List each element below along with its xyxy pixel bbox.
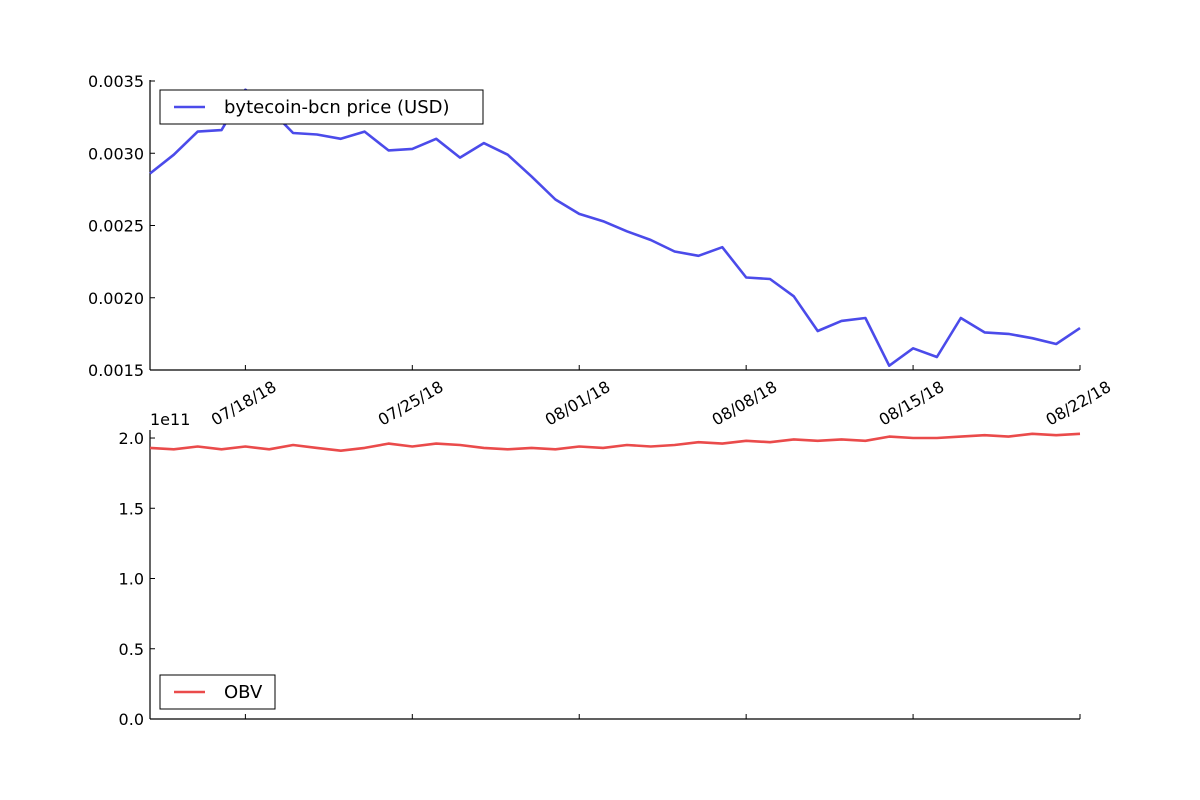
price-y-tick-label: 0.0020 [88, 289, 144, 308]
price-x-tick-label: 08/08/18 [709, 377, 781, 429]
obv-y-multiplier: 1e11 [150, 410, 190, 429]
obv-y-tick-label: 1.5 [119, 499, 144, 518]
price-y-tick-label: 0.0030 [88, 144, 144, 163]
obv-y-tick-label: 0.0 [119, 710, 144, 729]
price-y-tick-label: 0.0035 [88, 72, 144, 91]
price-legend-label: bytecoin-bcn price (USD) [224, 97, 450, 118]
obv-y-tick-label: 1.0 [119, 570, 144, 589]
price-x-tick-label: 08/22/18 [1043, 377, 1115, 429]
obv-legend-label: OBV [224, 682, 263, 703]
price-y-tick-label: 0.0015 [88, 361, 144, 380]
price-x-tick-label: 08/01/18 [542, 377, 614, 429]
price-legend-box [159, 89, 484, 125]
price-y-tick-label: 0.0025 [88, 217, 144, 236]
obv-series-line [149, 432, 1081, 453]
price-x-tick-label: 08/15/18 [876, 377, 948, 429]
obv-y-tick-label: 2.0 [119, 429, 144, 448]
price-series-line [149, 88, 1081, 368]
obv-y-tick-label: 0.5 [119, 640, 144, 659]
price-x-tick-label: 07/25/18 [375, 377, 447, 429]
price-x-tick-label: 07/18/18 [208, 377, 280, 429]
